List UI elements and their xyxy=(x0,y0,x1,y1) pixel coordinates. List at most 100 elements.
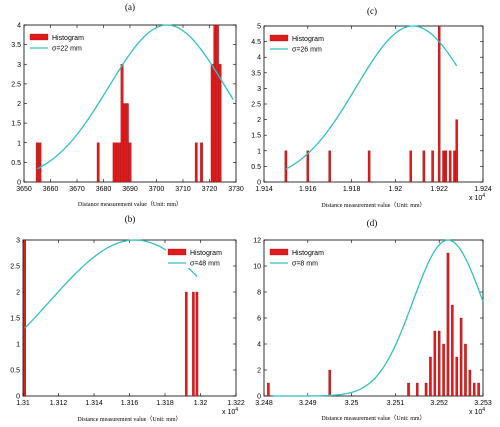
legend-label-sigma: σ=22 mm xyxy=(52,46,82,53)
histogram-bar xyxy=(407,382,410,397)
histogram-bar xyxy=(442,343,445,397)
histogram-bar xyxy=(23,239,27,397)
x-multiplier: x 104 xyxy=(222,407,238,416)
histogram-bar xyxy=(468,369,472,397)
x-tick-label: 3.253 xyxy=(474,400,492,407)
panel-label: (c) xyxy=(367,6,377,16)
y-tick-label: 0.5 xyxy=(10,368,20,375)
x-tick-label: 3.249 xyxy=(299,400,317,407)
x-tick-label: 3680 xyxy=(96,186,112,193)
x-axis-label: Distance measurement value（Unit: mm） xyxy=(78,201,182,208)
panel-label: (a) xyxy=(125,2,135,12)
x-tick-label: 3690 xyxy=(122,186,138,193)
fit-curve xyxy=(272,239,484,397)
y-tick-label: 2 xyxy=(17,101,21,108)
histogram-bar xyxy=(442,150,445,183)
histogram-bar xyxy=(123,103,127,183)
histogram-bar xyxy=(218,64,222,183)
x-tick-label: 3660 xyxy=(43,186,59,193)
x-tick-label: 3710 xyxy=(175,186,191,193)
y-tick-label: 3 xyxy=(17,62,21,69)
y-tick-label: 8 xyxy=(257,290,261,297)
histogram-bar xyxy=(213,24,217,183)
x-tick-label: 3730 xyxy=(228,186,244,193)
y-tick-label: 2 xyxy=(16,290,20,297)
x-tick-label: 3670 xyxy=(69,186,85,193)
y-tick-label: 1 xyxy=(17,140,21,147)
legend-label-histogram: Histogram xyxy=(190,250,222,257)
legend-label-sigma: σ=48 mm xyxy=(190,261,220,268)
legend-swatch-histogram xyxy=(167,248,187,256)
y-tick-label: 12 xyxy=(253,238,261,245)
histogram-bar xyxy=(433,330,437,397)
histogram-bar xyxy=(437,330,441,397)
histogram-bar xyxy=(431,150,434,183)
y-tick-label: 4 xyxy=(17,23,21,30)
histogram-bar xyxy=(422,150,426,183)
y-tick-label: 1.5 xyxy=(11,121,21,128)
x-tick-label: 3.25 xyxy=(345,400,359,407)
x-tick-label: 1.924 xyxy=(474,186,492,193)
fit-curve xyxy=(36,24,234,170)
histogram-bar xyxy=(328,150,331,183)
x-tick-label: 1.322 xyxy=(227,400,245,407)
histogram-bar xyxy=(477,382,480,397)
legend-swatch-histogram xyxy=(269,34,289,42)
histogram-bar xyxy=(416,382,419,397)
histogram-bar xyxy=(424,382,428,397)
x-tick-label: 1.31 xyxy=(16,400,30,407)
histogram-bar xyxy=(472,382,476,397)
histogram-bar xyxy=(126,103,129,183)
y-tick-label: 0 xyxy=(257,394,261,401)
y-tick-label: 1 xyxy=(257,148,261,155)
y-tick-label: 2.5 xyxy=(10,264,20,271)
histogram-bar xyxy=(194,142,198,183)
x-axis-label: Distance measurement value（Unit: mm） xyxy=(77,416,181,423)
histogram-bar xyxy=(216,24,219,183)
histogram-bar xyxy=(38,142,42,183)
histogram-bar xyxy=(128,142,132,183)
x-tick-label: 1.316 xyxy=(121,400,139,407)
x-tick-label: 1.916 xyxy=(299,186,317,193)
x-tick-label: 1.318 xyxy=(156,400,174,407)
y-tick-label: 1.5 xyxy=(251,133,261,140)
histogram-bar xyxy=(35,142,39,183)
histogram-bar xyxy=(455,119,458,183)
histogram-bar xyxy=(328,369,331,397)
histogram-bar xyxy=(96,142,100,183)
histogram-bar xyxy=(409,150,412,183)
x-tick-label: 1.914 xyxy=(255,186,273,193)
y-tick-label: 2 xyxy=(257,368,261,375)
histogram-bar xyxy=(192,291,195,397)
y-tick-label: 3.5 xyxy=(11,42,21,49)
x-tick-label: 1.922 xyxy=(430,186,448,193)
y-tick-label: 5 xyxy=(257,24,261,31)
histogram-bar xyxy=(446,252,450,397)
legend-label-sigma: σ=26 mm xyxy=(292,47,322,54)
histogram-bar xyxy=(267,382,270,397)
histogram-bar xyxy=(459,317,463,397)
legend-label-histogram: Histogram xyxy=(292,36,324,43)
legend-label-sigma: σ=8 mm xyxy=(292,261,318,268)
y-tick-label: 4 xyxy=(257,342,261,349)
y-tick-label: 2.5 xyxy=(11,81,21,88)
histogram-bar xyxy=(455,356,458,397)
y-tick-label: 4.5 xyxy=(251,39,261,46)
x-tick-label: 3700 xyxy=(149,186,165,193)
y-tick-label: 2 xyxy=(257,117,261,124)
y-tick-label: 0.5 xyxy=(11,160,21,167)
x-tick-label: 1.92 xyxy=(389,186,403,193)
y-tick-label: 0 xyxy=(16,394,20,401)
y-tick-label: 10 xyxy=(253,264,261,271)
y-tick-label: 0 xyxy=(17,180,21,187)
histogram-bar xyxy=(306,150,310,183)
x-tick-label: 3720 xyxy=(202,186,218,193)
y-tick-label: 0 xyxy=(257,180,261,187)
x-multiplier: x 104 xyxy=(469,193,485,202)
panel-label: (b) xyxy=(125,214,136,224)
histogram-bar xyxy=(444,150,448,183)
x-axis-label: Distance measurement value（Unit: mm） xyxy=(321,202,425,209)
x-tick-label: 3.251 xyxy=(387,400,405,407)
histogram-bar xyxy=(195,291,199,397)
